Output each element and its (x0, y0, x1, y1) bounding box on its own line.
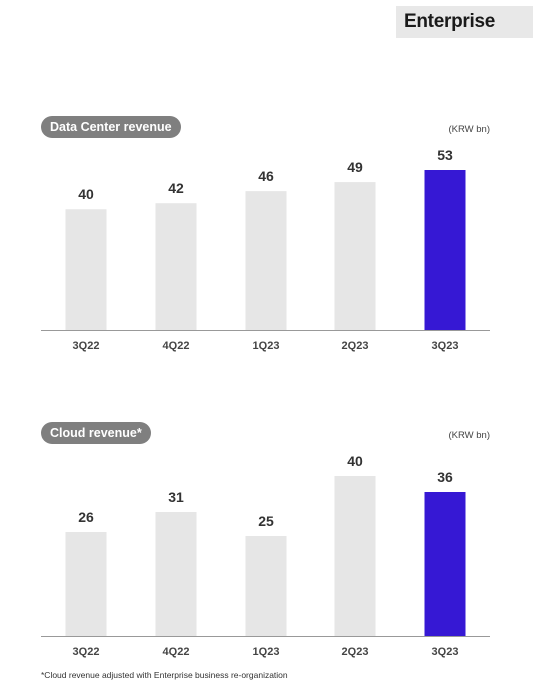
cloud-value-label-3Q22: 26 (78, 509, 94, 525)
dc-unit-label: (KRW bn) (448, 124, 490, 135)
cloud-bar-2Q23 (334, 476, 376, 636)
cloud-bar-3Q23 (424, 492, 466, 636)
page-title: Enterprise (396, 6, 533, 38)
cloud-x-tick-3Q22: 3Q22 (73, 646, 100, 658)
dc-x-tick-2Q23: 2Q23 (342, 340, 369, 352)
cloud-bar-4Q22 (155, 512, 197, 636)
cloud-x-tick-4Q22: 4Q22 (163, 646, 190, 658)
footnote: *Cloud revenue adjusted with Enterprise … (41, 670, 288, 680)
dc-x-tick-4Q22: 4Q22 (163, 340, 190, 352)
dc-x-tick-3Q22: 3Q22 (73, 340, 100, 352)
cloud-value-label-3Q23: 36 (437, 469, 453, 485)
cloud-value-label-1Q23: 25 (258, 513, 274, 529)
dc-bar-3Q22 (65, 209, 107, 330)
dc-value-label-3Q23: 53 (437, 147, 453, 163)
cloud-x-tick-3Q23: 3Q23 (432, 646, 459, 658)
cloud-x-tick-1Q23: 1Q23 (253, 646, 280, 658)
dc-bar-1Q23 (245, 191, 287, 330)
data-center-revenue-chart: 40 3Q22 42 4Q22 46 1Q23 49 2Q23 53 3Q23 (41, 147, 490, 352)
cloud-chart-label: Cloud revenue* (41, 422, 151, 444)
dc-x-tick-3Q23: 3Q23 (432, 340, 459, 352)
cloud-value-label-2Q23: 40 (347, 453, 363, 469)
cloud-revenue-chart: 26 3Q22 31 4Q22 25 1Q23 40 2Q23 36 3Q23 (41, 453, 490, 658)
dc-value-label-1Q23: 46 (258, 168, 274, 184)
dc-x-tick-1Q23: 1Q23 (253, 340, 280, 352)
dc-bar-4Q22 (155, 203, 197, 330)
dc-chart-label: Data Center revenue (41, 116, 181, 138)
dc-bar-2Q23 (334, 182, 376, 330)
dc-value-label-4Q22: 42 (168, 180, 184, 196)
cloud-x-tick-2Q23: 2Q23 (342, 646, 369, 658)
cloud-bar-1Q23 (245, 536, 287, 636)
cloud-unit-label: (KRW bn) (448, 430, 490, 441)
cloud-bar-3Q22 (65, 532, 107, 636)
dc-bar-3Q23 (424, 170, 466, 330)
dc-value-label-3Q22: 40 (78, 186, 94, 202)
cloud-value-label-4Q22: 31 (168, 489, 184, 505)
dc-value-label-2Q23: 49 (347, 159, 363, 175)
